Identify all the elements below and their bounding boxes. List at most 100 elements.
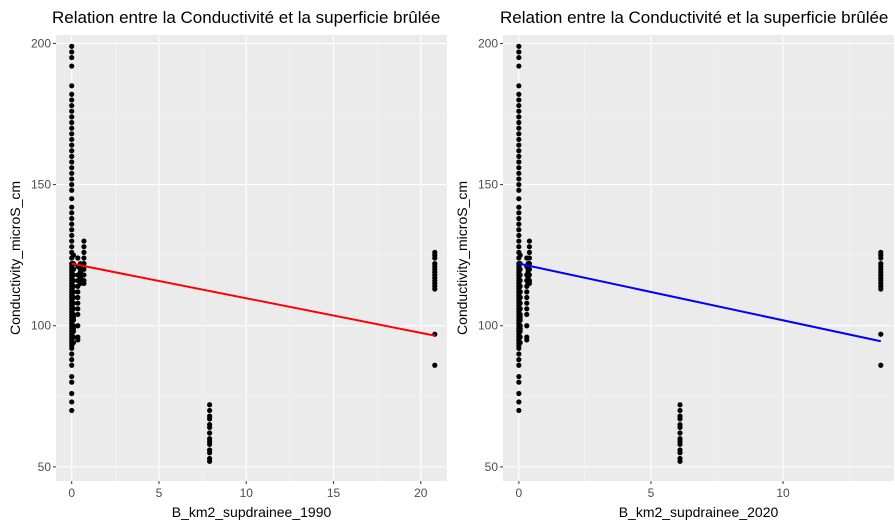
x-tick-label: 10 — [240, 486, 254, 500]
data-point — [69, 176, 75, 182]
x-tick-label: 5 — [648, 486, 655, 500]
data-point — [516, 196, 522, 202]
data-point — [517, 314, 523, 320]
data-point — [677, 424, 683, 430]
data-point — [69, 244, 75, 250]
data-point — [69, 63, 75, 69]
data-point — [878, 255, 884, 261]
data-point — [69, 148, 75, 154]
y-axis-label: Conductivity_microS_cm — [454, 181, 470, 335]
data-point — [524, 323, 530, 329]
data-point — [516, 97, 522, 103]
data-point — [516, 63, 522, 69]
data-point — [70, 272, 77, 278]
data-point — [524, 294, 530, 301]
data-point — [517, 283, 523, 289]
data-point — [516, 238, 522, 244]
data-point — [516, 83, 522, 89]
data-point — [69, 196, 75, 202]
data-point — [75, 289, 81, 295]
data-point — [69, 215, 75, 222]
x-tick-label: 10 — [776, 486, 790, 500]
data-point — [516, 119, 522, 126]
data-point — [517, 340, 523, 346]
y-tick-label: 200 — [478, 36, 498, 50]
data-point — [524, 337, 530, 343]
data-point — [70, 300, 77, 306]
data-point — [677, 430, 683, 436]
data-point — [70, 266, 77, 272]
data-point — [677, 402, 683, 408]
data-point — [516, 131, 522, 137]
data-point — [526, 238, 533, 244]
data-point — [69, 159, 75, 165]
data-point — [878, 331, 884, 337]
data-point — [69, 362, 75, 368]
data-point — [81, 238, 87, 244]
data-point — [70, 289, 77, 295]
y-axis-label: Conductivity_microS_cm — [7, 181, 23, 335]
data-point — [69, 345, 75, 351]
data-point — [75, 306, 81, 312]
data-point — [69, 407, 75, 414]
data-point — [516, 351, 522, 357]
data-point — [526, 249, 533, 255]
data-point — [878, 362, 884, 368]
data-point — [516, 170, 522, 176]
data-point — [516, 125, 522, 131]
data-point — [69, 165, 75, 171]
data-point — [677, 416, 683, 422]
data-point — [207, 424, 213, 430]
data-point — [70, 283, 77, 289]
data-point — [70, 325, 77, 332]
x-axis-label: B_km2_supdrainee_1990 — [172, 504, 332, 520]
data-point — [516, 221, 522, 227]
data-point — [69, 232, 75, 239]
y-tick-label: 150 — [31, 178, 51, 192]
data-point — [517, 252, 523, 258]
data-point — [69, 170, 75, 176]
data-point — [70, 306, 77, 312]
data-point — [69, 357, 75, 363]
data-point — [69, 204, 75, 210]
y-tick-label: 100 — [31, 319, 51, 333]
data-point — [69, 182, 75, 188]
data-point — [75, 311, 81, 318]
data-point — [517, 300, 523, 306]
data-point — [516, 357, 522, 363]
data-point — [207, 450, 213, 456]
data-point — [69, 49, 75, 55]
data-point — [69, 142, 75, 148]
data-point — [516, 49, 522, 55]
plot-area — [503, 35, 894, 481]
data-point — [69, 210, 75, 216]
data-point — [516, 43, 522, 49]
x-tick-label: 0 — [68, 486, 75, 500]
data-point — [516, 148, 522, 154]
data-point — [69, 399, 75, 405]
data-point — [517, 334, 523, 340]
data-point — [526, 266, 533, 272]
data-point — [516, 142, 522, 148]
data-point — [524, 289, 530, 295]
data-point — [526, 272, 533, 278]
data-point — [69, 91, 75, 97]
data-point — [69, 390, 75, 397]
data-point — [69, 54, 75, 61]
data-point — [516, 182, 522, 188]
plot-area — [56, 35, 447, 481]
regression-line — [71, 262, 435, 337]
data-point — [516, 407, 522, 414]
data-point — [516, 165, 522, 171]
data-point — [70, 252, 77, 258]
y-tick-label: 200 — [31, 36, 51, 50]
data-point — [516, 114, 522, 120]
data-point — [75, 337, 81, 343]
data-point — [69, 108, 75, 114]
chart-title: Relation entre la Conductivité et la sup… — [52, 8, 440, 27]
data-point — [81, 266, 87, 272]
regression-line — [518, 262, 882, 343]
